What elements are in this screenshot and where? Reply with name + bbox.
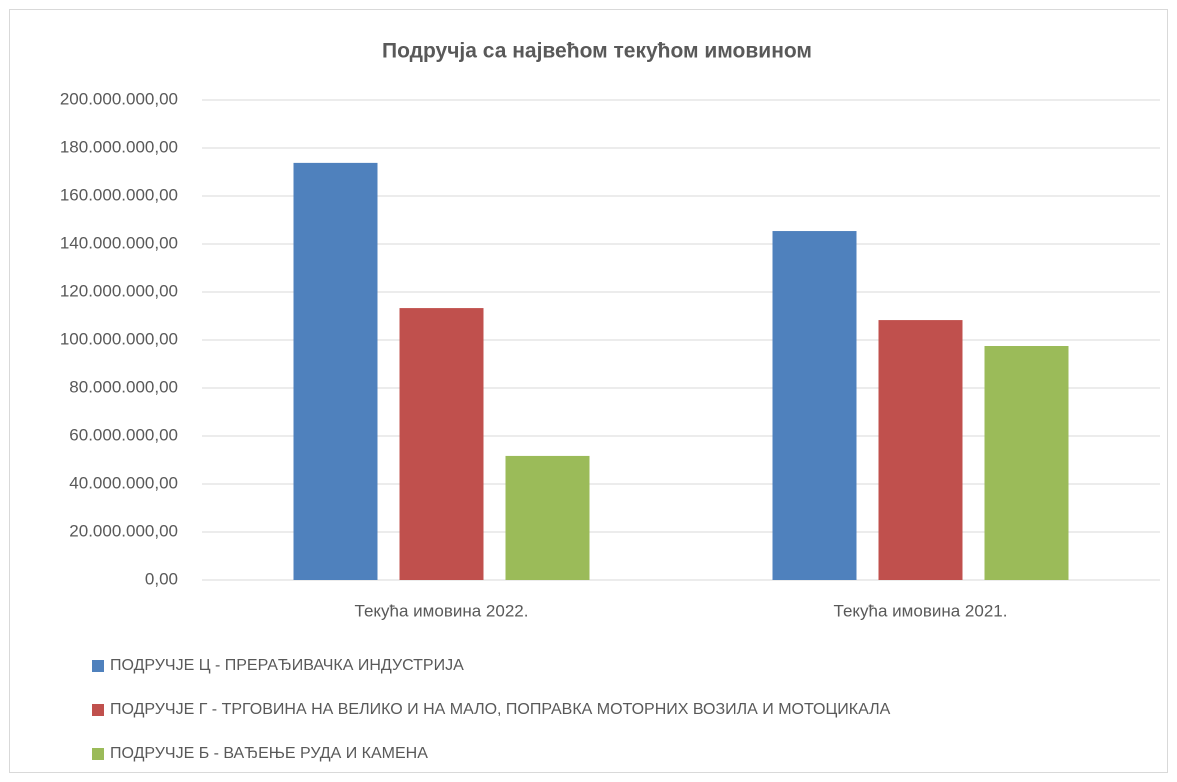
y-tick-label: 40.000.000,00 — [69, 473, 178, 492]
legend-swatch — [92, 660, 104, 672]
bar — [984, 346, 1069, 580]
legend-swatch — [92, 748, 104, 760]
bar — [878, 320, 963, 580]
y-tick-label: 120.000.000,00 — [60, 281, 178, 300]
y-tick-label: 180.000.000,00 — [60, 137, 178, 156]
bar — [772, 231, 857, 581]
y-tick-label: 0,00 — [145, 569, 178, 588]
chart-border — [9, 9, 1168, 773]
chart-title: Подручја са највећом текућом имовином — [382, 40, 812, 63]
bar — [505, 455, 590, 580]
legend-label: ПОДРУЧЈЕ Ц - ПРЕРАЂИВАЧКА ИНДУСТРИЈА — [110, 657, 464, 674]
y-tick-label: 20.000.000,00 — [69, 521, 178, 540]
y-tick-label: 200.000.000,00 — [60, 89, 178, 108]
x-tick-label: Текућа имовина 2021. — [834, 601, 1008, 620]
y-tick-label: 160.000.000,00 — [60, 185, 178, 204]
y-tick-label: 80.000.000,00 — [69, 377, 178, 396]
legend-label: ПОДРУЧЈЕ Г - ТРГОВИНА НА ВЕЛИКО И НА МАЛ… — [110, 701, 891, 718]
y-tick-label: 140.000.000,00 — [60, 233, 178, 252]
x-tick-label: Текућа имовина 2022. — [355, 601, 529, 620]
y-tick-label: 100.000.000,00 — [60, 329, 178, 348]
bar — [293, 162, 378, 580]
bar — [399, 308, 484, 580]
legend-swatch — [92, 704, 104, 716]
legend-label: ПОДРУЧЈЕ Б - ВАЂЕЊЕ РУДА И КАМЕНА — [110, 745, 428, 762]
y-tick-label: 60.000.000,00 — [69, 425, 178, 444]
